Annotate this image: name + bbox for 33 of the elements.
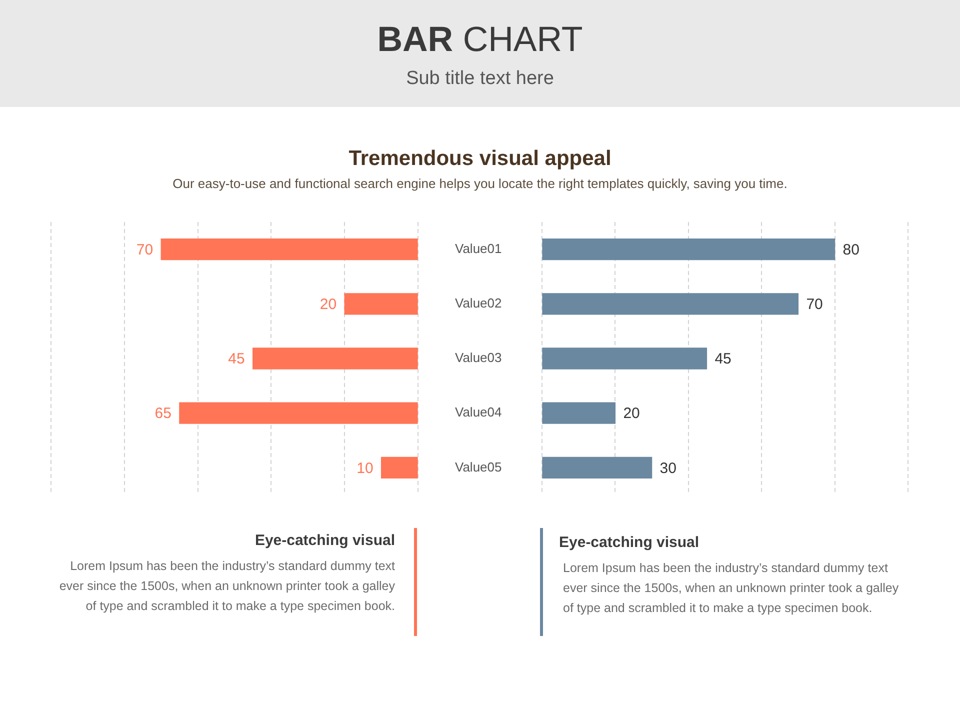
data-label: 70 (136, 241, 154, 258)
bar (252, 348, 418, 370)
y-tick-label: Value05 (454, 459, 502, 474)
data-label: 45 (714, 350, 732, 368)
bar (542, 402, 616, 424)
data-label: 30 (660, 460, 676, 477)
data-label: 20 (320, 296, 337, 314)
y-tick-label: Value04 (454, 404, 502, 420)
text: Eye-catching visual (559, 534, 700, 551)
bar (542, 456, 652, 479)
bar (179, 402, 418, 424)
bar (380, 456, 418, 479)
bar (160, 238, 418, 260)
data-label: 80 (842, 241, 860, 258)
chart-title: BAR CHART (377, 20, 583, 59)
data-label: 10 (356, 460, 374, 477)
text: Sub title text here (406, 68, 554, 89)
y-tick-label: Value03 (454, 350, 502, 366)
y-tick-label: Value01 (454, 240, 502, 256)
text: Our easy-to-use and functional search engine helps you locate the right templates quickly, saving you time. (172, 176, 788, 191)
data-label: 65 (154, 405, 172, 422)
bar (542, 348, 708, 370)
data-label: 20 (623, 405, 640, 422)
bar (542, 238, 836, 260)
text: Lorem Ipsum has been the industry’s standard dummy text ever since the 1500s, when an unknown printer took a galley of type and scrambled it to make a type specimen book. (59, 559, 395, 613)
data-label: 70 (806, 296, 823, 314)
bar (344, 293, 418, 315)
text: Tremendous visual appeal (348, 147, 612, 170)
text: Lorem Ipsum has been the industry’s standard dummy text ever since the 1500s, when an unknown printer took a galley of type and scrambled it to make a type specimen book. (563, 561, 899, 615)
y-tick-label: Value02 (454, 295, 502, 310)
bar (542, 293, 799, 315)
text: Eye-catching visual (254, 532, 395, 549)
data-label: 45 (228, 350, 245, 368)
